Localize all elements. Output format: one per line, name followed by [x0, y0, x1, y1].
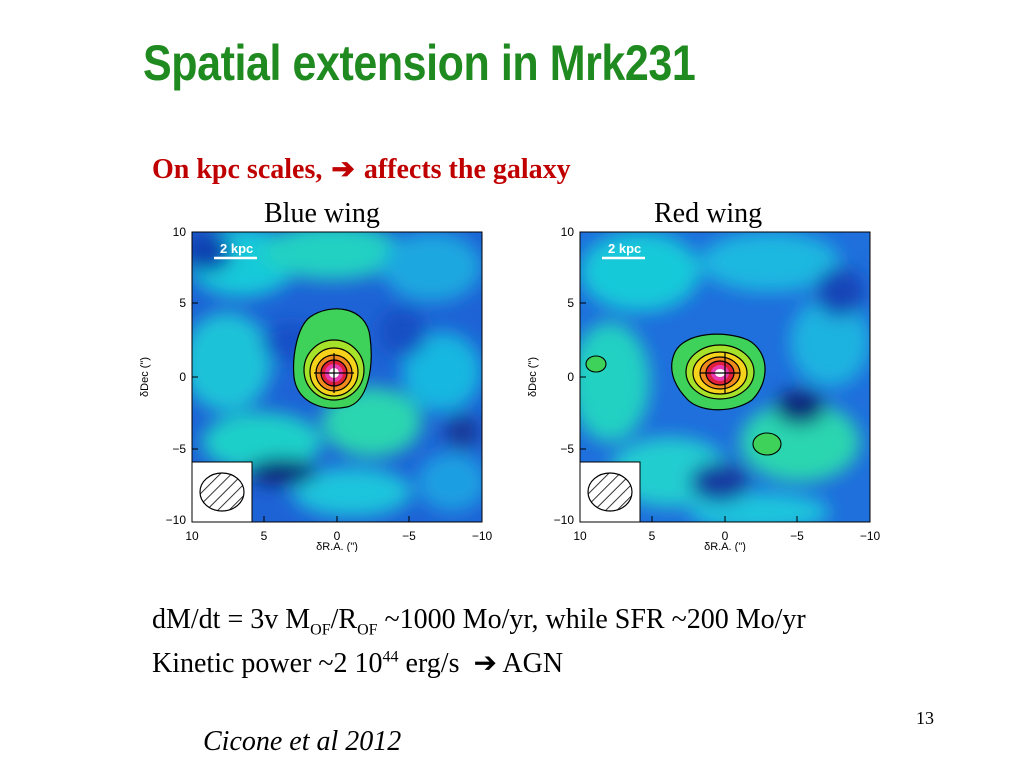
blue-wing-map: 2 kpc 10 5 0 −5 −10 10 5 0 −5 −10 δR.A. …: [132, 222, 502, 552]
subtitle-right: affects the galaxy: [363, 154, 571, 185]
page-number: 13: [916, 708, 934, 728]
y-tick: −10: [554, 513, 575, 527]
line2-part: Kinetic power ~2 10: [152, 648, 383, 679]
x-tick: −5: [790, 529, 804, 543]
x-tick: 0: [722, 529, 729, 543]
blue-wing-label: Blue wing: [264, 198, 380, 229]
arrow-icon: ➔: [331, 154, 355, 185]
y-tick: 10: [173, 225, 187, 239]
red-wing-map: 2 kpc 10 5 0 −5 −10 10 5 0 −5 −10 δR.A. …: [520, 222, 890, 552]
subtitle-left: On kpc scales,: [152, 154, 323, 185]
y-tick: −5: [560, 442, 574, 456]
y-tick: 5: [567, 296, 574, 310]
line2-part: erg/s: [398, 648, 460, 679]
y-tick: −5: [172, 442, 186, 456]
slide-subtitle: On kpc scales, ➔ affects the galaxy: [152, 152, 571, 186]
x-axis-label: δR.A. ("): [704, 541, 746, 552]
x-axis-label: δR.A. ("): [316, 541, 358, 552]
x-tick: 5: [261, 529, 268, 543]
y-tick: 0: [567, 370, 574, 384]
kinetic-power-line: Kinetic power ~2 1044 erg/s ➔ AGN: [152, 646, 563, 680]
line1-sub: OF: [357, 621, 378, 639]
line2-sup: 44: [382, 648, 399, 666]
y-tick: −10: [166, 513, 187, 527]
line1-sub: OF: [310, 621, 331, 639]
line2-part: AGN: [502, 648, 564, 679]
mass-rate-line: dM/dt = 3v MOF/ROF ~1000 Mo/yr, while SF…: [152, 604, 806, 640]
y-axis-label: δDec ("): [139, 357, 151, 397]
x-tick: −5: [402, 529, 416, 543]
x-tick: 10: [573, 529, 587, 543]
x-tick: 0: [334, 529, 341, 543]
scale-bar-label: 2 kpc: [220, 241, 253, 256]
x-tick: 5: [649, 529, 656, 543]
line1-part: /R: [330, 604, 358, 635]
line1-part: dM/dt = 3v M: [152, 604, 311, 635]
arrow-icon: ➔: [473, 648, 497, 679]
x-tick: 10: [185, 529, 199, 543]
y-axis-label: δDec ("): [527, 357, 539, 397]
x-tick: −10: [860, 529, 881, 543]
y-tick: 10: [561, 225, 575, 239]
red-wing-label: Red wing: [654, 198, 763, 229]
y-tick: 0: [179, 370, 186, 384]
citation: Cicone et al 2012: [203, 726, 402, 757]
slide-title: Spatial extension in Mrk231: [143, 35, 696, 91]
y-tick: 5: [179, 296, 186, 310]
line1-part: ~1000 Mo/yr, while SFR ~200 Mo/yr: [377, 604, 806, 635]
x-tick: −10: [472, 529, 493, 543]
scale-bar-label: 2 kpc: [608, 241, 641, 256]
